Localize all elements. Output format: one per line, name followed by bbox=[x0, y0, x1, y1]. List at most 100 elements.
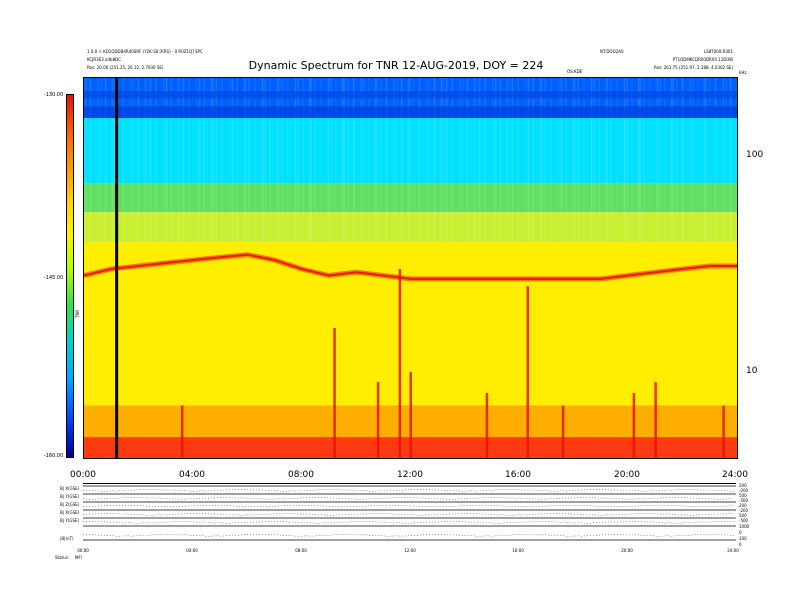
texture-stripe bbox=[656, 78, 659, 243]
texture-stripe bbox=[146, 78, 148, 243]
texture-stripe bbox=[623, 78, 626, 243]
texture-stripe bbox=[572, 78, 574, 243]
texture-stripe bbox=[85, 78, 87, 243]
panel-right-8: 1000 bbox=[739, 524, 750, 529]
texture-stripe bbox=[475, 78, 477, 243]
texture-stripe bbox=[577, 78, 579, 243]
panel-label-by: B| Y(GSE) bbox=[60, 494, 80, 499]
texture-stripe bbox=[540, 78, 543, 243]
panel-trace-4 bbox=[82, 520, 735, 524]
x-tick-3: 12:00 bbox=[397, 470, 423, 480]
header-left-line-3: Res: 20.00 (251.25, 26.32, 2.7930 SE) bbox=[87, 65, 164, 70]
footer-status: Status: bbox=[55, 555, 70, 560]
time-marker bbox=[115, 78, 119, 458]
texture-stripe bbox=[347, 78, 349, 243]
panel-right-4: 200 bbox=[739, 503, 747, 508]
texture-stripe bbox=[360, 78, 363, 243]
texture-stripe bbox=[327, 78, 330, 243]
texture-stripe bbox=[287, 78, 289, 243]
texture-stripe bbox=[631, 78, 633, 243]
texture-stripe bbox=[310, 78, 313, 243]
texture-stripe bbox=[182, 78, 185, 243]
y-tick-10: 10 bbox=[746, 366, 758, 377]
texture-stripe bbox=[544, 78, 547, 243]
texture-stripe bbox=[215, 78, 218, 243]
texture-stripe bbox=[593, 78, 596, 243]
texture-stripe bbox=[692, 78, 694, 243]
texture-stripe bbox=[111, 78, 113, 243]
texture-stripe bbox=[330, 78, 332, 243]
magnetometer-svg bbox=[82, 485, 736, 541]
texture-stripe bbox=[380, 78, 382, 243]
texture-stripe bbox=[705, 78, 707, 243]
texture-stripe bbox=[558, 78, 560, 243]
texture-stripe bbox=[550, 78, 552, 243]
texture-stripe bbox=[473, 78, 475, 243]
texture-stripe bbox=[396, 78, 398, 243]
x-tick-0: 00:00 bbox=[70, 470, 96, 480]
colorbar-tick-max: -130.00 bbox=[44, 92, 64, 98]
band-1 bbox=[84, 118, 737, 184]
texture-stripe bbox=[508, 78, 510, 243]
texture-stripe bbox=[560, 78, 563, 243]
texture-stripe bbox=[407, 78, 410, 243]
band-dark-2 bbox=[84, 106, 737, 119]
spike-5 bbox=[180, 405, 184, 458]
texture-stripe bbox=[689, 78, 692, 243]
panel-trace-3 bbox=[82, 513, 735, 516]
texture-stripe bbox=[314, 78, 316, 243]
panel-right-1: -200 bbox=[739, 488, 749, 493]
texture-stripe bbox=[643, 78, 645, 243]
texture-stripe bbox=[229, 78, 231, 243]
texture-stripe bbox=[400, 78, 403, 243]
spike-10 bbox=[722, 405, 725, 458]
texture-stripe bbox=[598, 78, 600, 243]
panel-right-9: 0 bbox=[739, 530, 742, 535]
spike-7 bbox=[561, 405, 565, 458]
texture-stripe bbox=[670, 78, 673, 243]
panel-right-11: 0 bbox=[739, 542, 742, 547]
texture-stripe bbox=[343, 78, 345, 243]
texture-stripe bbox=[277, 78, 280, 243]
texture-stripe bbox=[606, 78, 609, 243]
texture-stripe bbox=[565, 78, 567, 243]
texture-stripe bbox=[517, 78, 519, 243]
texture-stripe bbox=[297, 78, 299, 243]
x-tick-4: 16:00 bbox=[505, 470, 531, 480]
texture-stripe bbox=[413, 78, 415, 243]
texture-stripe bbox=[697, 78, 699, 243]
texture-stripe bbox=[590, 78, 593, 243]
colorbar-tick-mid: -145.00 bbox=[44, 275, 64, 281]
panel-trace-5 bbox=[82, 533, 735, 537]
texture-stripe bbox=[144, 78, 146, 243]
texture-stripe bbox=[681, 78, 684, 243]
texture-stripe bbox=[133, 78, 135, 243]
texture-stripe bbox=[269, 78, 271, 243]
texture-stripe bbox=[170, 78, 173, 243]
panel-trace-0 bbox=[82, 489, 735, 492]
texture-stripe bbox=[84, 78, 86, 243]
texture-stripe bbox=[196, 78, 198, 243]
texture-stripe bbox=[433, 78, 436, 243]
texture-stripe bbox=[605, 78, 607, 243]
texture-stripe bbox=[363, 78, 365, 243]
spike-1 bbox=[398, 269, 402, 458]
lower-x-tick-1: 04:00 bbox=[186, 548, 198, 553]
texture-stripe bbox=[649, 78, 651, 243]
texture-stripe bbox=[573, 78, 576, 243]
texture-stripe bbox=[264, 78, 267, 243]
spike-6 bbox=[485, 392, 489, 458]
texture-stripe bbox=[459, 78, 461, 243]
texture-stripe bbox=[532, 78, 534, 243]
header-mid-right-1: NT:DOO2A0 bbox=[600, 49, 624, 54]
texture-stripe bbox=[254, 78, 256, 243]
texture-stripe bbox=[352, 78, 355, 243]
header-left-line-2: KCJR3E3.a4b8DC bbox=[87, 57, 121, 62]
spectrogram-plot bbox=[83, 77, 738, 459]
texture-stripe bbox=[462, 78, 464, 243]
texture-stripe bbox=[527, 78, 530, 243]
texture-stripe bbox=[659, 78, 661, 243]
texture-stripe bbox=[221, 78, 223, 243]
texture-stripe bbox=[506, 78, 508, 243]
texture-stripe bbox=[155, 78, 157, 243]
